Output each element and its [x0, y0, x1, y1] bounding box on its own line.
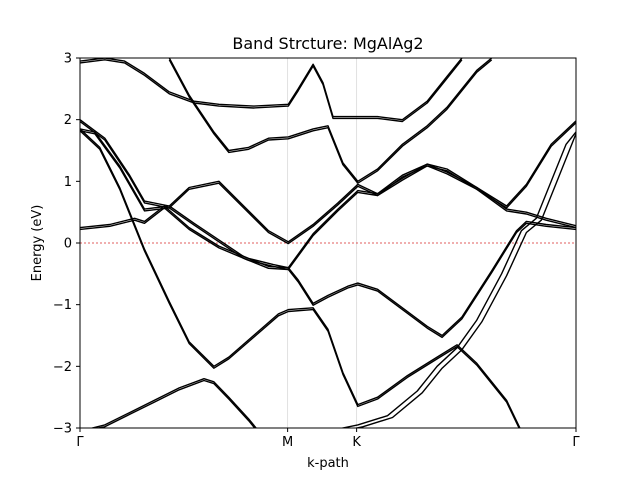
- y-tick-label-6: 3: [64, 52, 72, 67]
- band-line-14: [168, 59, 493, 184]
- y-tick-label-0: −3: [53, 422, 72, 437]
- band-line-2: [93, 379, 256, 428]
- y-tick-label-1: −2: [53, 360, 72, 375]
- y-tick-label-3: 0: [64, 237, 72, 252]
- band-line-7: [80, 119, 576, 269]
- x-tick-label-2: K: [352, 435, 361, 450]
- y-axis-label: Energy (eV): [30, 205, 45, 282]
- band-line-16: [353, 133, 576, 428]
- band-line-8: [80, 120, 576, 271]
- y-tick-label-2: −1: [53, 298, 72, 313]
- x-axis-label: k-path: [307, 456, 349, 471]
- band-line-3: [80, 128, 521, 428]
- chart-title: Band Strcture: MgAlAg2: [232, 34, 423, 53]
- band-line-11: [80, 58, 463, 121]
- x-tick-label-1: M: [282, 435, 293, 450]
- band-line-1: [89, 378, 257, 428]
- x-tick-label-0: Γ: [76, 435, 84, 450]
- y-axis-ticks: −3 −2 −1 0 1 2 3: [53, 52, 80, 437]
- band-line-4: [80, 130, 520, 428]
- y-tick-label-4: 1: [64, 175, 72, 190]
- y-tick-label-5: 2: [64, 113, 72, 128]
- band-line-12: [80, 59, 463, 123]
- band-line-9: [80, 128, 576, 243]
- band-line-13: [168, 58, 493, 182]
- band-line-10: [80, 130, 576, 245]
- band-lines: [80, 58, 576, 428]
- x-tick-label-3: Γ: [572, 435, 580, 450]
- band-line-15: [339, 131, 576, 428]
